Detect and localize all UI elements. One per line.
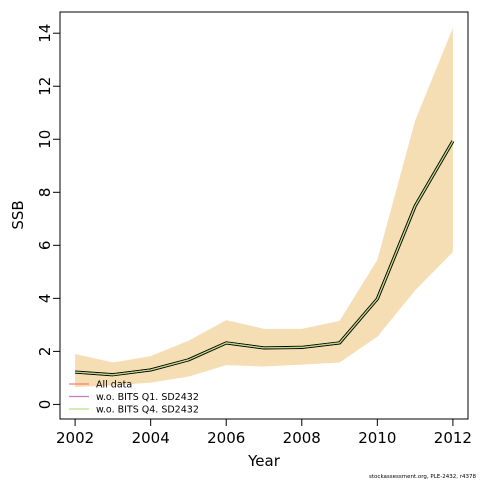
confidence-band (75, 27, 453, 388)
x-tick-label: 2012 (434, 429, 472, 447)
y-tick-label: 0 (36, 400, 54, 410)
x-tick-label: 2006 (207, 429, 245, 447)
y-tick-label: 6 (36, 241, 54, 251)
x-axis-title: Year (247, 452, 281, 470)
y-axis-title: SSB (9, 200, 27, 229)
legend-label-2: w.o. BITS Q1. SD2432 (96, 392, 199, 403)
x-tick-label: 2004 (132, 429, 170, 447)
y-tick-label: 10 (36, 130, 54, 149)
x-tick-label: 2010 (358, 429, 396, 447)
legend-label-1: All data (96, 380, 132, 391)
series-line-3 (75, 140, 454, 376)
y-axis: 0 2 4 6 8 10 12 14 (36, 24, 61, 410)
x-tick-label: 2008 (283, 429, 321, 447)
y-tick-label: 4 (36, 294, 54, 304)
x-tick-label: 2002 (56, 429, 94, 447)
legend-label-3: w.o. BITS Q4. SD2432 (96, 405, 199, 416)
y-tick-label: 14 (36, 24, 54, 43)
credit-text: stockassessment.org, PLE-2432, r4378 (369, 474, 476, 480)
series-lines-layer (74, 140, 455, 377)
y-tick-label: 2 (36, 347, 54, 357)
y-tick-label: 12 (36, 77, 54, 96)
confidence-band-layer (75, 27, 453, 388)
x-axis: 2002 2004 2006 2008 2010 2012 (56, 418, 472, 447)
y-tick-label: 8 (36, 188, 54, 198)
